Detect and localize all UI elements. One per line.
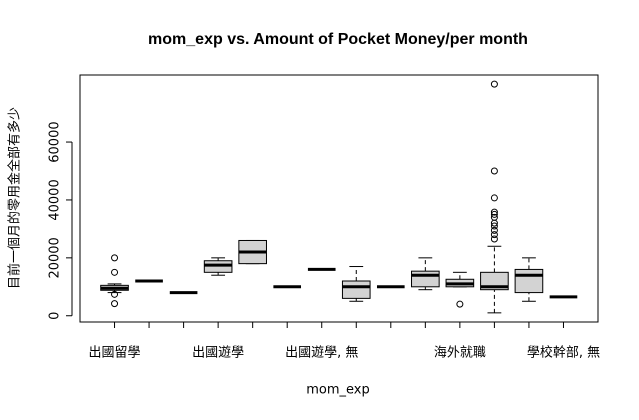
box — [341, 280, 371, 299]
outlier — [111, 254, 119, 262]
y-tick-label: 0 — [48, 312, 63, 320]
outlier — [111, 300, 119, 308]
x-tick-label: 海外就職 — [434, 346, 486, 361]
outlier — [456, 300, 464, 308]
x-axis-label: mom_exp — [306, 383, 370, 398]
outlier — [490, 208, 498, 216]
y-tick-label: 60000 — [48, 121, 63, 162]
outlier — [490, 235, 498, 243]
outlier — [490, 213, 498, 221]
outlier — [490, 231, 498, 239]
box — [411, 270, 440, 288]
outlier — [490, 167, 498, 175]
outlier — [490, 226, 498, 234]
outlier — [490, 194, 498, 202]
x-tick-label: 出國遊學, 無 — [285, 346, 358, 361]
chart-title: mom_exp vs. Amount of Pocket Money/per m… — [148, 31, 528, 48]
outlier — [490, 222, 498, 230]
box — [514, 268, 544, 294]
outlier — [111, 290, 119, 298]
outlier — [490, 210, 498, 218]
y-tick-label: 20000 — [48, 237, 63, 278]
y-axis-label: 目前一個月的零用金全部有多少 — [7, 107, 23, 289]
y-tick-label: 40000 — [48, 179, 63, 220]
outlier — [490, 80, 498, 88]
x-tick-label: 出國留學 — [89, 346, 141, 361]
outlier — [111, 268, 119, 276]
x-tick-label: 學校幹部, 無 — [527, 345, 600, 361]
x-tick-label: 出國遊學 — [192, 346, 244, 361]
